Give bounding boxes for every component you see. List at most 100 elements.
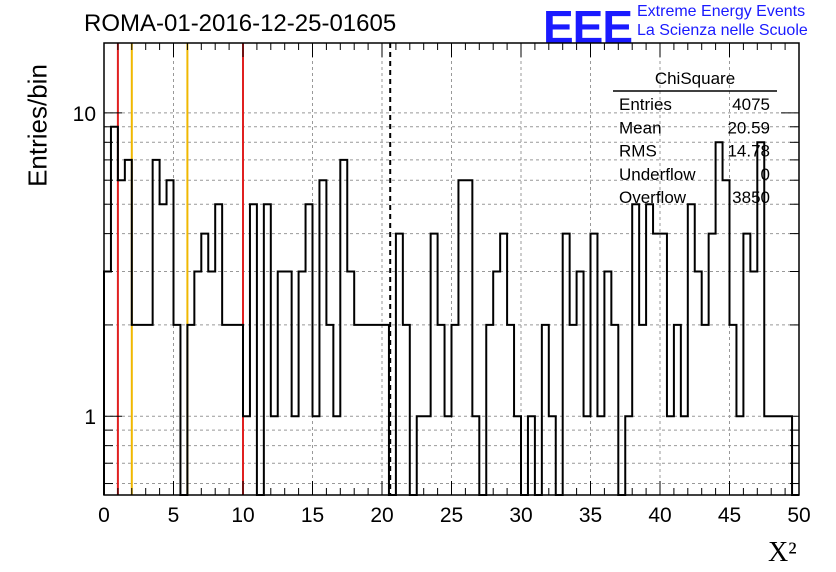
histogram-bin bbox=[597, 416, 604, 495]
x-tick-label: 0 bbox=[98, 504, 110, 527]
histogram-bin bbox=[201, 234, 208, 495]
histogram-bin bbox=[271, 416, 278, 495]
stats-row-label: Overflow bbox=[619, 188, 687, 207]
histogram-bin bbox=[452, 325, 459, 495]
histogram-bin bbox=[528, 416, 535, 495]
histogram-bin bbox=[465, 180, 472, 495]
histogram-bin bbox=[625, 416, 632, 495]
stats-row-value: 14.78 bbox=[727, 142, 770, 161]
histogram-bin bbox=[507, 325, 514, 495]
histogram-bin bbox=[132, 325, 139, 495]
histogram-bin bbox=[764, 416, 771, 495]
histogram-bin bbox=[577, 272, 584, 495]
stats-row-value: 4075 bbox=[732, 95, 770, 114]
histogram-bin bbox=[472, 416, 479, 495]
x-axis-label: X² bbox=[768, 537, 797, 569]
histogram-bin bbox=[660, 234, 667, 495]
histogram-bin bbox=[174, 325, 181, 495]
x-tick-label: 25 bbox=[440, 504, 463, 527]
histogram-bin bbox=[396, 234, 403, 495]
histogram-bin bbox=[542, 325, 549, 495]
histogram-bin bbox=[445, 416, 452, 495]
histogram-bars bbox=[103, 125, 799, 496]
histogram-bin bbox=[167, 180, 174, 495]
stats-row-label: Underflow bbox=[619, 165, 696, 184]
histogram-bin bbox=[486, 325, 493, 495]
histogram-bin bbox=[319, 180, 326, 495]
histogram-bin bbox=[771, 416, 778, 495]
histogram-bin bbox=[160, 204, 167, 495]
grid bbox=[104, 43, 799, 495]
histogram-bin bbox=[667, 416, 674, 495]
x-tick-label: 40 bbox=[648, 504, 671, 527]
histogram-bin bbox=[653, 234, 660, 495]
histogram-bin bbox=[632, 204, 639, 495]
stats-title: ChiSquare bbox=[655, 69, 735, 88]
histogram-bin bbox=[549, 416, 556, 495]
histogram-bin bbox=[104, 272, 111, 495]
histogram-bin bbox=[313, 416, 320, 495]
histogram-bin bbox=[111, 127, 118, 495]
histogram-bin bbox=[354, 325, 361, 495]
histogram-bin bbox=[723, 180, 730, 495]
histogram-bin bbox=[570, 325, 577, 495]
histogram-bin bbox=[493, 272, 500, 495]
histogram-bin bbox=[438, 325, 445, 495]
histogram-bin bbox=[611, 325, 618, 495]
histogram-bin bbox=[695, 272, 702, 495]
histogram-bin bbox=[146, 325, 153, 495]
histogram-bin bbox=[584, 416, 591, 495]
histogram-bin bbox=[278, 272, 285, 495]
histogram-bin bbox=[424, 416, 431, 495]
histogram-bin bbox=[778, 416, 785, 495]
histogram-bin bbox=[743, 234, 750, 495]
stats-row-label: Mean bbox=[619, 118, 662, 137]
histogram-bin bbox=[361, 325, 368, 495]
histogram-bin bbox=[250, 204, 257, 495]
histogram-bin bbox=[222, 325, 229, 495]
histogram-bin bbox=[292, 416, 299, 495]
histogram-bin bbox=[299, 272, 306, 495]
histogram-bin bbox=[716, 142, 723, 495]
histogram-bin bbox=[153, 160, 160, 495]
histogram-bin bbox=[514, 416, 521, 495]
histogram-bin bbox=[403, 325, 410, 495]
y-tick-label: 10 bbox=[73, 103, 96, 126]
histogram-bin bbox=[730, 325, 737, 495]
histogram-bin bbox=[285, 272, 292, 495]
histogram-bin bbox=[368, 325, 375, 495]
histogram-bin bbox=[306, 204, 313, 495]
histogram-bin bbox=[187, 325, 194, 495]
histogram-bin bbox=[500, 234, 507, 495]
histogram-bin bbox=[236, 325, 243, 495]
histogram-line bbox=[103, 125, 799, 496]
histogram-bin bbox=[688, 204, 695, 495]
histogram-bin bbox=[702, 325, 709, 495]
histogram-bin bbox=[118, 180, 125, 495]
x-tick-label: 30 bbox=[509, 504, 532, 527]
histogram-bin bbox=[750, 272, 757, 495]
histogram-bin bbox=[215, 204, 222, 495]
x-tick-label: 10 bbox=[231, 504, 254, 527]
x-tick-label: 35 bbox=[579, 504, 602, 527]
stats-row-label: Entries bbox=[619, 95, 672, 114]
logo-caption-line2: La Scienza nelle Scuole bbox=[637, 22, 808, 39]
histogram-bin bbox=[326, 325, 333, 495]
page-title: ROMA-01-2016-12-25-01605 bbox=[84, 10, 397, 37]
histogram-bin bbox=[417, 416, 424, 495]
x-axis-label-text: X² bbox=[768, 537, 797, 568]
histogram-bin bbox=[382, 325, 389, 495]
stats-row-value: 3850 bbox=[732, 188, 770, 207]
histogram-bin bbox=[243, 416, 250, 495]
x-tick-label: 50 bbox=[787, 504, 810, 527]
histogram-bin bbox=[646, 204, 653, 495]
stats-row-value: 0 bbox=[761, 165, 770, 184]
x-tick-label: 20 bbox=[370, 504, 393, 527]
logo-caption-line1: Extreme Energy Events bbox=[637, 3, 806, 20]
x-tick-label: 5 bbox=[168, 504, 180, 527]
histogram-bin bbox=[264, 204, 271, 495]
histogram-bin bbox=[709, 234, 716, 495]
histogram-bin bbox=[208, 272, 215, 495]
histogram-bin bbox=[139, 325, 146, 495]
stats-row-label: RMS bbox=[619, 142, 657, 161]
